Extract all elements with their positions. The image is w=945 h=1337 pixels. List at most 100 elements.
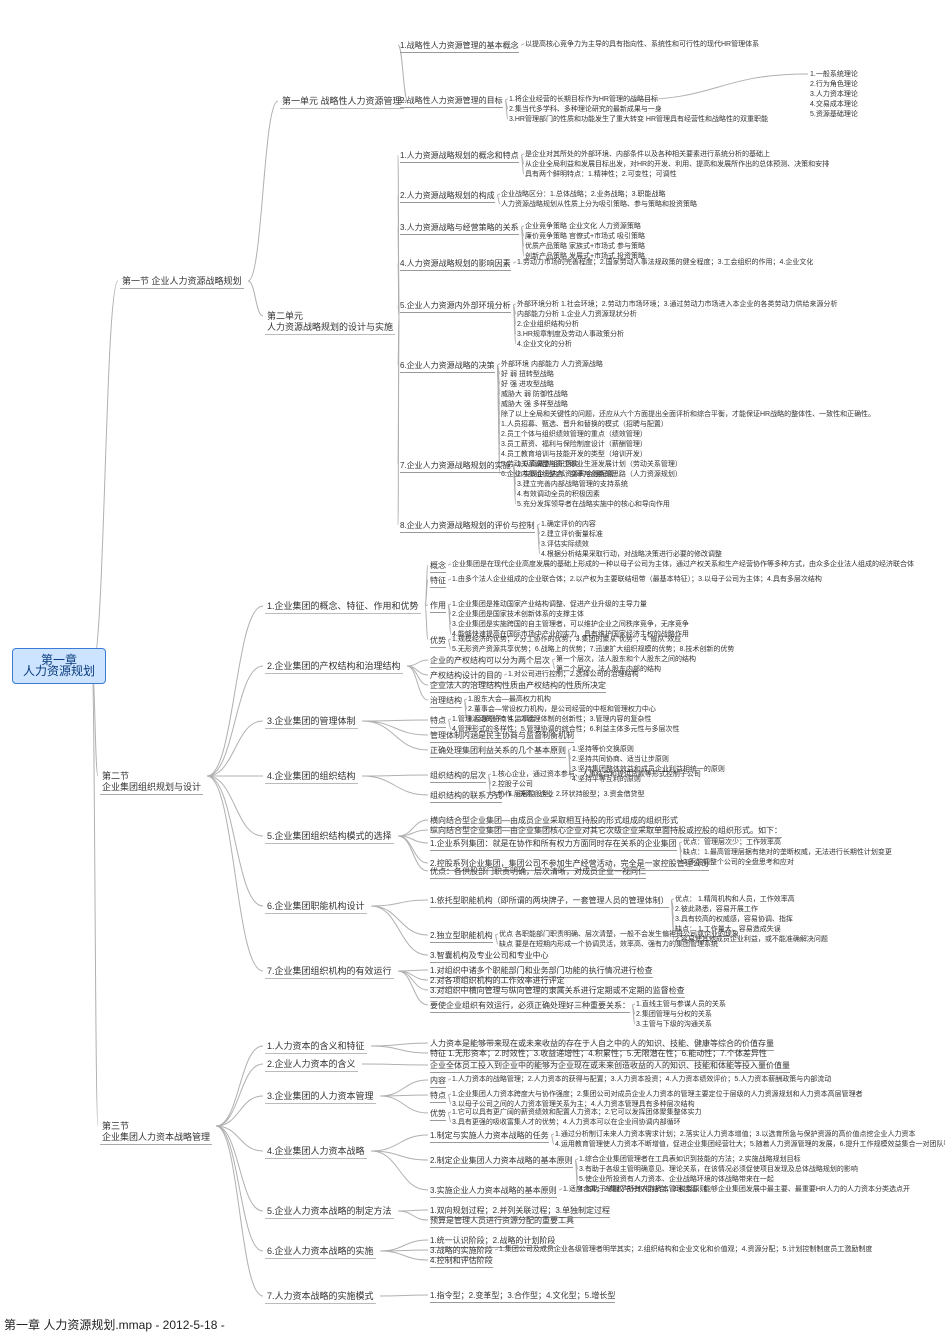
topic-40-c0: 1.它可以具有更广阔的薪资绩效和配置人力资本；2.它可以发挥团体聚集整体实力 <box>452 1108 702 1117</box>
section-s3: 第三节企业集团人力资本战略管理 <box>100 1120 212 1145</box>
topic-12-c1: 2.企业集团是国家技术创新体系的支撑主体 <box>452 610 584 619</box>
topic-12-c2: 3.企业集团是实施跨国的自主管理者，可以维护企业之间秩序竞争，无序竞争 <box>452 620 689 629</box>
topic-7-c4: 威胁大 强 多样型战略 <box>501 400 568 409</box>
topic-25-c1: 缺点：1.最高管理层据有绝对的垄断权威，无法进行长期性计划变更 <box>683 848 892 857</box>
unit-u36: 6.企业人力资本战略的实施 <box>265 1245 376 1259</box>
topic-17-c0: 1.股东大会—最高权力机构 <box>468 695 551 704</box>
topic-16: 企业法人的治理结构性质由产权结构的性质所决定 <box>430 680 606 693</box>
topic-0: 1.战略性人力资源管理的基本概念 <box>400 40 519 53</box>
topic-11-leaf: 1.由多个法人企业组成的企业联合体；2.以产权为主要联结纽带（最基本特征）；3.… <box>452 575 822 584</box>
topic-8-c0: 1.认真做到组织落实 <box>517 460 579 469</box>
topic-7-c1: 好 弱 扭转型战略 <box>501 370 554 379</box>
topic-34-c0: 1.直线主管与参谋人员的关系 <box>636 1000 726 1009</box>
topic-39: 特点 <box>430 1090 446 1103</box>
topic-1-c2: 3.HR管理部门的性质和功能发生了重大转变 HR管理具有经营性和战略性的双重职能 <box>509 115 768 124</box>
topic-34-c2: 3.主管与下级的沟通关系 <box>636 1020 712 1029</box>
topic-7-c0: 外部环境 内部能力 人力资源战略 <box>501 360 603 369</box>
topic-13-c0: 1.规模经济的优势；2.分工协作的优势；3.集团的聚从"优势"；4."舰队"效应 <box>452 635 681 644</box>
topic-3: 2.人力资源战略规划的构成 <box>400 190 495 203</box>
root-node: 第一章人力资源规划 <box>12 648 106 684</box>
section-s1: 第一节 企业人力资源战略规划 <box>120 275 244 289</box>
topic-1-r0: 1.一般系统理论 <box>810 70 858 79</box>
topic-42-c2: 5.使企业所投资有人力资本、企业战略环境的体战略带来在一起 <box>579 1175 774 1184</box>
topic-7-c6: 1.人员招募、甄选、晋升和替换的模式（招聘与配置） <box>501 420 668 429</box>
topic-6-c4: 4.企业文化的分析 <box>517 340 572 349</box>
topic-49: 1.指令型；2.变革型；3.合作型；4.文化型；5.增长型 <box>430 1290 615 1303</box>
topic-7-c3: 威胁大 弱 防御性战略 <box>501 390 568 399</box>
topic-8-c3: 4.有效调动全员的积极因素 <box>517 490 600 499</box>
topic-6: 5.企业人力资源内外部环境分析 <box>400 300 511 313</box>
topic-1-c1: 2.集当代多学科、多种理论研究的最新成果与一身 <box>509 105 662 114</box>
topic-4-c1: 廉价竞争策略 官僚式+市场式 吸引策略 <box>525 232 645 241</box>
topic-47-leaf: 1.集团公司及成员企业各级管理者明举其实；2.组织结构和企业文化和价值观；4.资… <box>499 1245 872 1254</box>
unit-u26: 6.企业集团职能机构设计 <box>265 900 367 914</box>
topic-9-c3: 4.根据分析结果采取行动，对战略决策进行必要的修改调整 <box>541 550 722 559</box>
topic-11: 特征 <box>430 575 446 588</box>
topic-38: 内容 <box>430 1075 446 1088</box>
topic-9: 8.企业人力资源战略规划的评价与控制 <box>400 520 535 533</box>
topic-12: 作用 <box>430 600 446 613</box>
topic-22: 组织结构的联系方式 <box>430 790 502 803</box>
topic-6-c1: 内部能力分析 1.企业人力资源现状分析 <box>517 310 637 319</box>
topic-33: 3.对组织中横向管理与纵向管理的隶属关系进行定期或不定期的监督检查 <box>430 985 685 998</box>
topic-4-c0: 企业竞争策略 企业文化 人力资源策略 <box>525 222 641 231</box>
topic-0-leaf: 以提高核心竞争力为主导的具有指向性、系统性和可行性的现代HR管理体系 <box>525 40 759 49</box>
unit-u33: 3.企业集团的人力资本管理 <box>265 1090 376 1104</box>
topic-14-c0: 第一个层次，法人股东和个人股东之间的结构 <box>556 655 696 664</box>
topic-5: 4.人力资源战略规划的影响因素 <box>400 258 511 271</box>
topic-9-c0: 1.确定评价的内容 <box>541 520 596 529</box>
topic-7-c8: 3.员工薪资、福利与保险制度设计（薪酬管理） <box>501 440 647 449</box>
topic-15-leaf: 1.对公司进行控制；2.选择公司的治理结构 <box>508 670 639 679</box>
topic-40: 优势 <box>430 1108 446 1121</box>
topic-3-c1: 人力资源战略规划从性质上分为吸引策略、参与策略和投资策略 <box>501 200 697 209</box>
topic-8-c1: 2.实现企业内部资源的合理配置 <box>517 470 614 479</box>
topic-42: 2.制定企业集团人力资本战略的基本原则 <box>430 1155 573 1168</box>
topic-28-c0: 优点： 1.精简机构和人员，工作效率高 <box>675 895 795 904</box>
topic-37: 企业全体员工投入到企业中的能够为企业现在或未来创造收益的人的知识、技能和体能等投… <box>430 1060 790 1073</box>
topic-2-c1: 从企业全局利益和发展目标出发，对HR的开发、利用、提高和发展所作出的总体预测、决… <box>525 160 829 169</box>
topic-2: 1.人力资源战略规划的概念和特点 <box>400 150 519 163</box>
topic-27: 优点：各供股部门职责明确，层次清晰，对成员企业一视同仁 <box>430 866 646 879</box>
topic-2-c0: 是企业对其所处的外部环境、内部条件以及各种相关要素进行系统分析的基础上 <box>525 150 770 159</box>
unit-u32: 2.企业人力资本的含义 <box>265 1058 358 1072</box>
topic-8: 7.企业人力资源战略规划的实施 <box>400 460 511 473</box>
topic-41-c1: 4.运用教育管理使人力资本不断增值，促进企业集团经营壮大；5.随着人力资源管理的… <box>555 1140 945 1149</box>
topic-1-r2: 3.人力资本理论 <box>810 90 858 99</box>
topic-40-c1: 3.具有更强的吸收富集人才的优势；4.人力资本可以在企业间协调内部循环 <box>452 1118 681 1127</box>
topic-22-leaf: 1.层层控股型；2.环状持股型；3.资金借贷型 <box>508 790 645 799</box>
topic-24: 纵向结合型企业集团—由企业集团核心企业对其它次级企业采取单面持股或控股的组织形式… <box>430 825 782 838</box>
topic-12-c0: 1.企业集团是推动国家产业结构调整、促进产业升级的主导力量 <box>452 600 647 609</box>
topic-42-c1: 3.有助于各级主管明确意见、理论关系，在该情况必须促使项目发现及总体战略规划的影… <box>579 1165 858 1174</box>
unit-u11: 第一单元 战略性人力资源管理 <box>280 95 404 109</box>
unit-u12: 第二单元人力资源战略规划的设计与实施 <box>265 310 395 335</box>
topic-25-c0: 优点：管理层次少；工作效率高 <box>683 838 781 847</box>
topic-6-c3: 3.HR规章制度及劳动人事政策分析 <box>517 330 624 339</box>
topic-28-c2: 3.具有较高的权威感，容易协调、指挥 <box>675 915 793 924</box>
topic-6-c0: 外部环境分析 1.社会环境；2.劳动力市场环境；3.通过劳动力市场进入本企业的各… <box>517 300 837 309</box>
topic-48: 4.控制和评估阶段 <box>430 1255 493 1268</box>
topic-7-c7: 2.员工个体与组织绩效管理的重点（绩效管理） <box>501 430 647 439</box>
topic-7-c2: 好 强 进攻型战略 <box>501 380 554 389</box>
topic-17-c1: 2.董事会—常设权力机构，是公司经营的中枢和管理权力中心 <box>468 705 656 714</box>
topic-21: 组织结构的层次 <box>430 770 486 783</box>
topic-7-c9: 4.员工教育培训与技能开发的类型（培训开发） <box>501 450 647 459</box>
topic-10-leaf: 企业集团是在现代企业高度发展的基础上形成的一种以母子公司为主体，通过产权关系和生… <box>452 560 914 569</box>
topic-1: 2.战略性人力资源管理的目标 <box>400 95 503 108</box>
topic-5-leaf: 1.劳动力市场的完善程度；2.国家劳动人事法规政策的健全程度；3.工会组织的作用… <box>517 258 813 267</box>
topic-34: 要使企业组织有效运行，必须正确处理好三种重要关系： <box>430 1000 630 1013</box>
topic-34-c1: 2.集团管理与分权的关系 <box>636 1010 712 1019</box>
topic-7-c5: 除了以上全局和关键性的问题，还应从六个方面提出全面评析和综合平衡，才能保证HR战… <box>501 410 875 419</box>
topic-9-c1: 2.建立评价衡量标准 <box>541 530 603 539</box>
topic-25: 1.企业系列集团：就是在协作和所有权力方面同时存在关系的企业集团 <box>430 838 677 851</box>
source-file-label: 第一章 人力资源规划.mmap - 2012-5-18 - <box>4 1316 225 1333</box>
topic-18-c0: 1.管理活动的协商性；2.管理体制的创新性；3.管理内容的复杂性 <box>452 715 652 724</box>
unit-u25: 5.企业集团组织结构模式的选择 <box>265 830 394 844</box>
topic-13: 优势 <box>430 635 446 648</box>
topic-10: 概念 <box>430 560 446 573</box>
topic-41-c0: 1.通过分析制订未来人力资本需求计划；2.落实让人力资本增值；3.以选育所急与保… <box>555 1130 916 1139</box>
topic-4-c2: 优质产品策略 家族式+市场式 参与策略 <box>525 242 645 251</box>
unit-u23: 3.企业集团的管理体制 <box>265 715 358 729</box>
topic-8-c4: 5.充分发挥领导者在战略实施中的核心和导向作用 <box>517 500 670 509</box>
topic-18: 特点 <box>430 715 446 728</box>
topic-9-c2: 3.评估实际绩效 <box>541 540 589 549</box>
